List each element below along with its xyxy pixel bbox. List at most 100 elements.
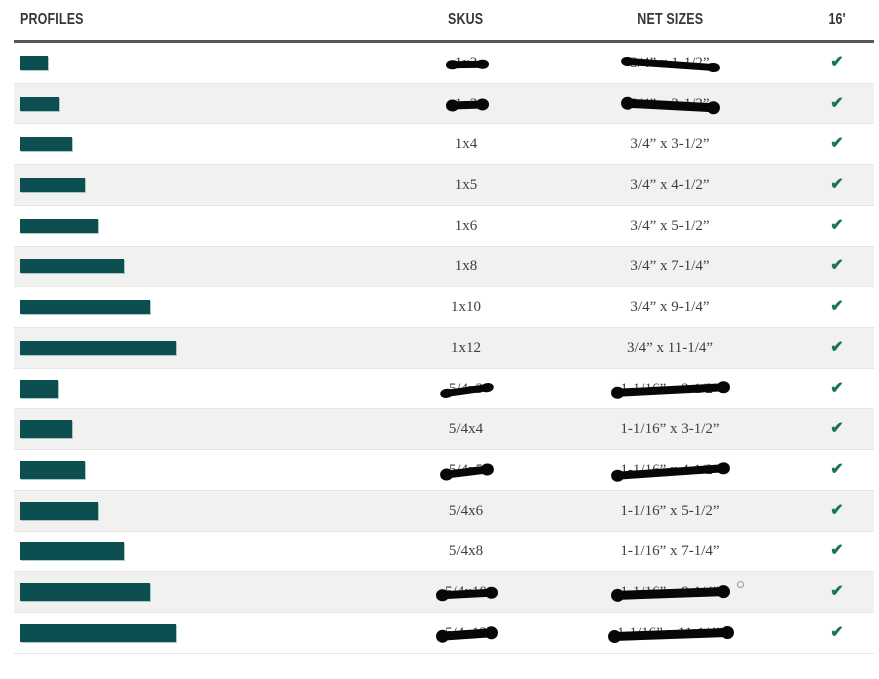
net-size-cell: 3/4” x 7-1/4” bbox=[540, 257, 800, 275]
sku-cell: 5/4x10 bbox=[392, 583, 540, 601]
redaction-scribble bbox=[613, 587, 729, 601]
table-row: 1x8 3/4” x 7-1/4” ✔ bbox=[14, 246, 874, 288]
net-size-value: 3/4” x 3-1/2” bbox=[630, 136, 710, 153]
profile-bar bbox=[20, 583, 150, 602]
sku-cell: 5/4x5 bbox=[392, 461, 540, 479]
net-size-cell: 1-1/16” x 7-1/4” bbox=[540, 542, 800, 560]
profile-cell bbox=[14, 379, 392, 398]
sku-value: 1x10 bbox=[451, 299, 481, 316]
sku-cell: 1x12 bbox=[392, 339, 540, 357]
net-size-cell: 3/4” x 9-1/4” bbox=[540, 298, 800, 316]
availability-16ft-cell: ✔ bbox=[800, 135, 874, 153]
table-header-row: PROFILES SKUS NET SIZES 16' bbox=[14, 0, 874, 43]
profile-cell bbox=[14, 137, 392, 152]
profile-bar bbox=[20, 259, 124, 274]
profile-cell bbox=[14, 300, 392, 315]
checkmark-icon: ✔ bbox=[830, 583, 844, 601]
profile-bar bbox=[20, 55, 48, 70]
sku-cell: 1x2 bbox=[392, 54, 540, 72]
net-size-cell: 3/4” x 2-1/2” bbox=[540, 95, 800, 113]
availability-16ft-cell: ✔ bbox=[800, 542, 874, 560]
profile-cell bbox=[14, 623, 392, 642]
net-size-cell: 3/4” x 5-1/2” bbox=[540, 217, 800, 235]
sku-cell: 1x10 bbox=[392, 298, 540, 316]
net-size-cell: 1-1/16” x 11-1/4” bbox=[540, 624, 800, 642]
availability-16ft-cell: ✔ bbox=[800, 54, 874, 72]
checkmark-icon: ✔ bbox=[830, 53, 844, 71]
net-size-value: 3/4” x 1-1/2” bbox=[623, 55, 719, 72]
sku-cell: 1x3 bbox=[392, 95, 540, 113]
profile-cell bbox=[14, 583, 392, 602]
table-row: 1x6 3/4” x 5-1/2” ✔ bbox=[14, 205, 874, 247]
redaction-scribble bbox=[441, 383, 493, 398]
net-size-cell: 3/4” x 3-1/2” bbox=[540, 135, 800, 153]
checkmark-icon: ✔ bbox=[830, 461, 844, 479]
net-size-value: 1-1/16” x 2-1/2” bbox=[613, 381, 729, 398]
availability-16ft-cell: ✔ bbox=[800, 461, 874, 479]
redaction-scribble bbox=[623, 57, 719, 72]
net-size-value: 1-1/16” x 4-1/2” bbox=[613, 462, 729, 480]
profile-bar bbox=[20, 542, 124, 561]
table-row: 5/4x5 1-1/16” x 4-1/2” ✔ bbox=[14, 450, 874, 491]
net-size-cell: 1-1/16” x 2-1/2” bbox=[540, 380, 800, 398]
sku-cell: 1x8 bbox=[392, 257, 540, 275]
sku-value: 1x4 bbox=[454, 136, 478, 153]
table-row: 1x12 3/4” x 11-1/4” ✔ bbox=[14, 328, 874, 369]
sku-value: 1x12 bbox=[451, 339, 481, 356]
profile-cell bbox=[14, 340, 392, 355]
redaction-scribble bbox=[613, 463, 729, 480]
sku-value: 5/4x5 bbox=[441, 462, 493, 479]
profile-bar bbox=[20, 461, 85, 480]
net-size-value: 3/4” x 5-1/2” bbox=[630, 217, 710, 234]
net-size-value: 1-1/16” x 3-1/2” bbox=[620, 421, 720, 438]
sku-value: 5/4x3 bbox=[441, 381, 493, 398]
table-row: 5/4x8 1-1/16” x 7-1/4” ✔ bbox=[14, 531, 874, 573]
availability-16ft-cell: ✔ bbox=[800, 583, 874, 601]
table-row: 1x4 3/4” x 3-1/2” ✔ bbox=[14, 124, 874, 166]
table-row: 5/4x12 1-1/16” x 11-1/4” ✔ bbox=[14, 613, 874, 654]
checkmark-icon: ✔ bbox=[830, 135, 844, 153]
checkmark-icon: ✔ bbox=[830, 94, 844, 112]
net-size-value: 3/4” x 11-1/4” bbox=[626, 339, 714, 356]
column-header-skus: SKUS bbox=[448, 11, 484, 28]
net-size-cell: 3/4” x 11-1/4” bbox=[540, 339, 800, 357]
sku-value: 5/4x12 bbox=[437, 625, 497, 642]
net-size-cell: 1-1/16” x 5-1/2” bbox=[540, 502, 800, 520]
checkmark-icon: ✔ bbox=[830, 542, 844, 560]
checkmark-icon: ✔ bbox=[830, 623, 844, 641]
redaction-scribble bbox=[623, 98, 719, 113]
table-row: 1x10 3/4” x 9-1/4” ✔ bbox=[14, 287, 874, 329]
profile-cell bbox=[14, 461, 392, 480]
availability-16ft-cell: ✔ bbox=[800, 95, 874, 113]
net-size-value: 1-1/16” x 5-1/2” bbox=[620, 502, 720, 519]
redaction-scribble bbox=[609, 627, 733, 642]
sku-value: 1x3 bbox=[447, 96, 487, 113]
sku-cell: 5/4x6 bbox=[392, 502, 540, 520]
checkmark-icon: ✔ bbox=[830, 298, 844, 316]
availability-16ft-cell: ✔ bbox=[800, 502, 874, 520]
lumber-spec-table: PROFILES SKUS NET SIZES 16' 1x2 3/4” x 1-… bbox=[14, 0, 874, 654]
availability-16ft-cell: ✔ bbox=[800, 624, 874, 642]
net-size-cell: 1-1/16” x 4-1/2” bbox=[540, 461, 800, 480]
redaction-scribble bbox=[437, 627, 497, 641]
sku-cell: 1x6 bbox=[392, 217, 540, 235]
availability-16ft-cell: ✔ bbox=[800, 339, 874, 357]
profile-bar bbox=[20, 623, 176, 642]
table-row: 5/4x4 1-1/16” x 3-1/2” ✔ bbox=[14, 409, 874, 451]
sku-value: 5/4x10 bbox=[437, 584, 496, 601]
sku-cell: 5/4x4 bbox=[392, 420, 540, 438]
sku-cell: 5/4x8 bbox=[392, 542, 540, 560]
net-size-cell: 3/4” x 4-1/2” bbox=[540, 176, 800, 194]
net-size-value: 1-1/16” x 9-1/4” bbox=[613, 584, 729, 601]
redaction-scribble bbox=[447, 100, 487, 110]
net-size-value: 1-1/16” x 7-1/4” bbox=[620, 543, 720, 560]
table-row: 1x2 3/4” x 1-1/2” ✔ bbox=[14, 43, 874, 84]
sku-value: 1x5 bbox=[454, 177, 478, 194]
net-size-value: 3/4” x 9-1/4” bbox=[630, 299, 710, 316]
sku-value: 1x6 bbox=[454, 217, 478, 234]
checkmark-icon: ✔ bbox=[830, 379, 844, 397]
net-size-value: 3/4” x 4-1/2” bbox=[630, 177, 710, 194]
table-body: 1x2 3/4” x 1-1/2” ✔ 1x3 3/4” x 2-1/2” ✔ 1x4 3/4… bbox=[14, 43, 874, 654]
sku-cell: 5/4x12 bbox=[392, 624, 540, 642]
checkmark-icon: ✔ bbox=[830, 420, 844, 438]
